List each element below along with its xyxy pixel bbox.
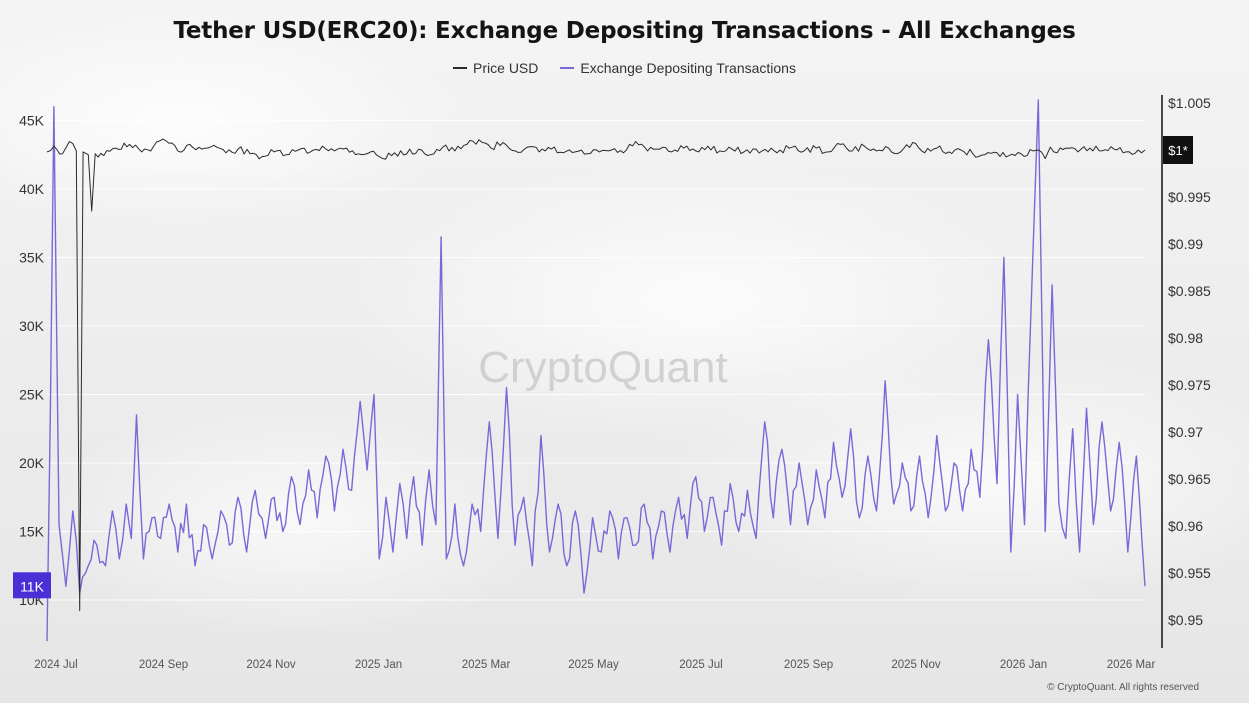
chart-legend: Price USD Exchange Depositing Transactio… (0, 60, 1249, 76)
legend-label-transactions: Exchange Depositing Transactions (580, 60, 796, 76)
y-left-tick-label: 20K (19, 455, 45, 471)
legend-label-price: Price USD (473, 60, 539, 76)
y-right-tick-label: $0.98 (1168, 330, 1203, 346)
x-tick-label: 2025 May (568, 659, 619, 671)
y-left-tick-label: 30K (19, 318, 45, 334)
x-tick-label: 2024 Sep (139, 659, 188, 671)
y-right-tick-label: $0.95 (1168, 612, 1203, 628)
current-value-badge-right (1163, 136, 1193, 164)
x-tick-label: 2025 Jul (679, 659, 722, 671)
y-right-tick-label: $0.97 (1168, 424, 1203, 440)
chart-title: Tether USD(ERC20): Exchange Depositing T… (173, 18, 1076, 44)
legend-item-transactions[interactable]: Exchange Depositing Transactions (560, 60, 796, 76)
series-line-price (46, 138, 1146, 612)
legend-swatch-transactions (560, 67, 575, 69)
x-tick-label: 2026 Mar (1107, 659, 1156, 671)
x-tick-label: 2025 Sep (784, 659, 833, 671)
copyright-text: © CryptoQuant. All rights reserved (1047, 682, 1199, 693)
y-right-tick-label: $1.005 (1168, 95, 1211, 111)
y-left-tick-label: 45K (19, 113, 45, 129)
y-right-tick-label: $0.985 (1168, 283, 1211, 299)
y-left-tick-label: 25K (19, 387, 45, 403)
current-value-label-left: 11K (20, 578, 45, 594)
y-right-tick-label: $0.96 (1168, 518, 1203, 534)
x-tick-label: 2025 Jan (355, 659, 402, 671)
y-right-tick-label: $0.975 (1168, 377, 1211, 393)
y-left-tick-label: 15K (19, 524, 45, 540)
y-left-tick-label: 35K (19, 250, 45, 266)
x-tick-label: 2025 Nov (891, 659, 940, 671)
current-value-badge-left (13, 572, 51, 599)
y-right-tick-label: $0.965 (1168, 471, 1211, 487)
series-line-transactions (46, 99, 1146, 642)
x-tick-label: 2025 Mar (462, 659, 511, 671)
x-tick-label: 2024 Jul (34, 659, 77, 671)
x-tick-label: 2024 Nov (246, 659, 295, 671)
x-tick-label: 2026 Jan (1000, 659, 1047, 671)
y-right-tick-label: $0.955 (1168, 565, 1211, 581)
legend-item-price[interactable]: Price USD (453, 60, 538, 76)
y-right-tick-label: $0.995 (1168, 189, 1211, 205)
legend-swatch-price (453, 67, 468, 69)
watermark: CryptoQuant (478, 343, 727, 392)
current-value-label-right: $1* (1168, 143, 1188, 158)
y-right-tick-label: $0.99 (1168, 236, 1203, 252)
y-left-tick-label: 40K (19, 181, 45, 197)
